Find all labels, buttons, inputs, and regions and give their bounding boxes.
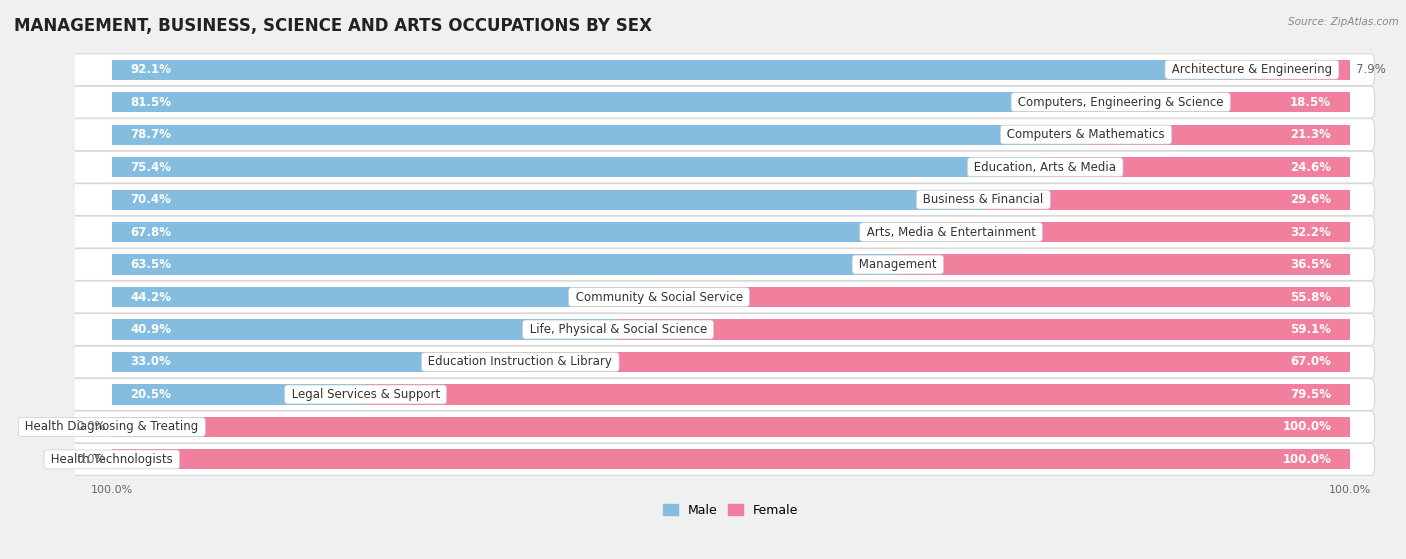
Bar bbox=[112, 385, 366, 405]
Text: 33.0%: 33.0% bbox=[131, 356, 172, 368]
Bar bbox=[659, 287, 1350, 307]
Text: Education Instruction & Library: Education Instruction & Library bbox=[425, 356, 616, 368]
Bar bbox=[112, 287, 659, 307]
Legend: Male, Female: Male, Female bbox=[658, 499, 803, 522]
FancyBboxPatch shape bbox=[0, 86, 1375, 118]
Text: 29.6%: 29.6% bbox=[1291, 193, 1331, 206]
FancyBboxPatch shape bbox=[0, 346, 1375, 378]
FancyBboxPatch shape bbox=[0, 54, 1375, 86]
Text: Health Technologists: Health Technologists bbox=[46, 453, 177, 466]
Text: 0.0%: 0.0% bbox=[76, 453, 105, 466]
Bar bbox=[112, 417, 1350, 437]
Text: 18.5%: 18.5% bbox=[1291, 96, 1331, 108]
Text: MANAGEMENT, BUSINESS, SCIENCE AND ARTS OCCUPATIONS BY SEX: MANAGEMENT, BUSINESS, SCIENCE AND ARTS O… bbox=[14, 17, 652, 35]
Text: 100.0%: 100.0% bbox=[1282, 453, 1331, 466]
Bar bbox=[112, 190, 983, 210]
Text: 75.4%: 75.4% bbox=[131, 160, 172, 174]
Bar bbox=[112, 92, 1121, 112]
Bar bbox=[112, 125, 1085, 145]
Text: 59.1%: 59.1% bbox=[1291, 323, 1331, 336]
Text: 7.9%: 7.9% bbox=[1355, 63, 1386, 76]
FancyBboxPatch shape bbox=[0, 151, 1375, 183]
Text: 67.0%: 67.0% bbox=[1291, 356, 1331, 368]
Bar bbox=[1251, 60, 1350, 80]
Text: 21.3%: 21.3% bbox=[1291, 128, 1331, 141]
Bar bbox=[112, 449, 1350, 470]
Bar bbox=[1121, 92, 1350, 112]
Bar bbox=[950, 222, 1350, 242]
Text: Computers, Engineering & Science: Computers, Engineering & Science bbox=[1014, 96, 1227, 108]
Bar bbox=[520, 352, 1350, 372]
Bar bbox=[112, 352, 520, 372]
Text: 32.2%: 32.2% bbox=[1291, 226, 1331, 239]
Text: 24.6%: 24.6% bbox=[1291, 160, 1331, 174]
Text: 70.4%: 70.4% bbox=[131, 193, 172, 206]
Bar bbox=[898, 254, 1350, 274]
Text: Business & Financial: Business & Financial bbox=[920, 193, 1047, 206]
Bar bbox=[1085, 125, 1350, 145]
Bar bbox=[619, 319, 1350, 339]
Text: Life, Physical & Social Science: Life, Physical & Social Science bbox=[526, 323, 710, 336]
Text: 55.8%: 55.8% bbox=[1289, 291, 1331, 304]
Text: 20.5%: 20.5% bbox=[131, 388, 172, 401]
Text: 92.1%: 92.1% bbox=[131, 63, 172, 76]
Text: Education, Arts & Media: Education, Arts & Media bbox=[970, 160, 1121, 174]
Bar bbox=[1045, 157, 1350, 177]
FancyBboxPatch shape bbox=[0, 314, 1375, 345]
Bar bbox=[112, 319, 619, 339]
Text: 63.5%: 63.5% bbox=[131, 258, 172, 271]
FancyBboxPatch shape bbox=[0, 281, 1375, 313]
Bar bbox=[112, 157, 1045, 177]
Text: Legal Services & Support: Legal Services & Support bbox=[288, 388, 443, 401]
Text: 81.5%: 81.5% bbox=[131, 96, 172, 108]
FancyBboxPatch shape bbox=[0, 411, 1375, 443]
Text: 78.7%: 78.7% bbox=[131, 128, 172, 141]
FancyBboxPatch shape bbox=[0, 443, 1375, 475]
Text: Arts, Media & Entertainment: Arts, Media & Entertainment bbox=[863, 226, 1039, 239]
Bar bbox=[112, 222, 950, 242]
Text: Computers & Mathematics: Computers & Mathematics bbox=[1004, 128, 1168, 141]
Bar bbox=[366, 385, 1350, 405]
Text: Architecture & Engineering: Architecture & Engineering bbox=[1168, 63, 1336, 76]
Text: 44.2%: 44.2% bbox=[131, 291, 172, 304]
Bar bbox=[983, 190, 1350, 210]
Text: 36.5%: 36.5% bbox=[1291, 258, 1331, 271]
Bar bbox=[112, 254, 898, 274]
Text: Community & Social Service: Community & Social Service bbox=[571, 291, 747, 304]
Text: 40.9%: 40.9% bbox=[131, 323, 172, 336]
Text: 0.0%: 0.0% bbox=[76, 420, 105, 433]
Text: Management: Management bbox=[855, 258, 941, 271]
Text: Source: ZipAtlas.com: Source: ZipAtlas.com bbox=[1288, 17, 1399, 27]
FancyBboxPatch shape bbox=[0, 184, 1375, 215]
Bar bbox=[112, 60, 1251, 80]
Text: Health Diagnosing & Treating: Health Diagnosing & Treating bbox=[21, 420, 202, 433]
Text: 67.8%: 67.8% bbox=[131, 226, 172, 239]
FancyBboxPatch shape bbox=[0, 249, 1375, 281]
FancyBboxPatch shape bbox=[0, 378, 1375, 410]
FancyBboxPatch shape bbox=[0, 119, 1375, 150]
Text: 79.5%: 79.5% bbox=[1291, 388, 1331, 401]
Text: 100.0%: 100.0% bbox=[1282, 420, 1331, 433]
FancyBboxPatch shape bbox=[0, 216, 1375, 248]
